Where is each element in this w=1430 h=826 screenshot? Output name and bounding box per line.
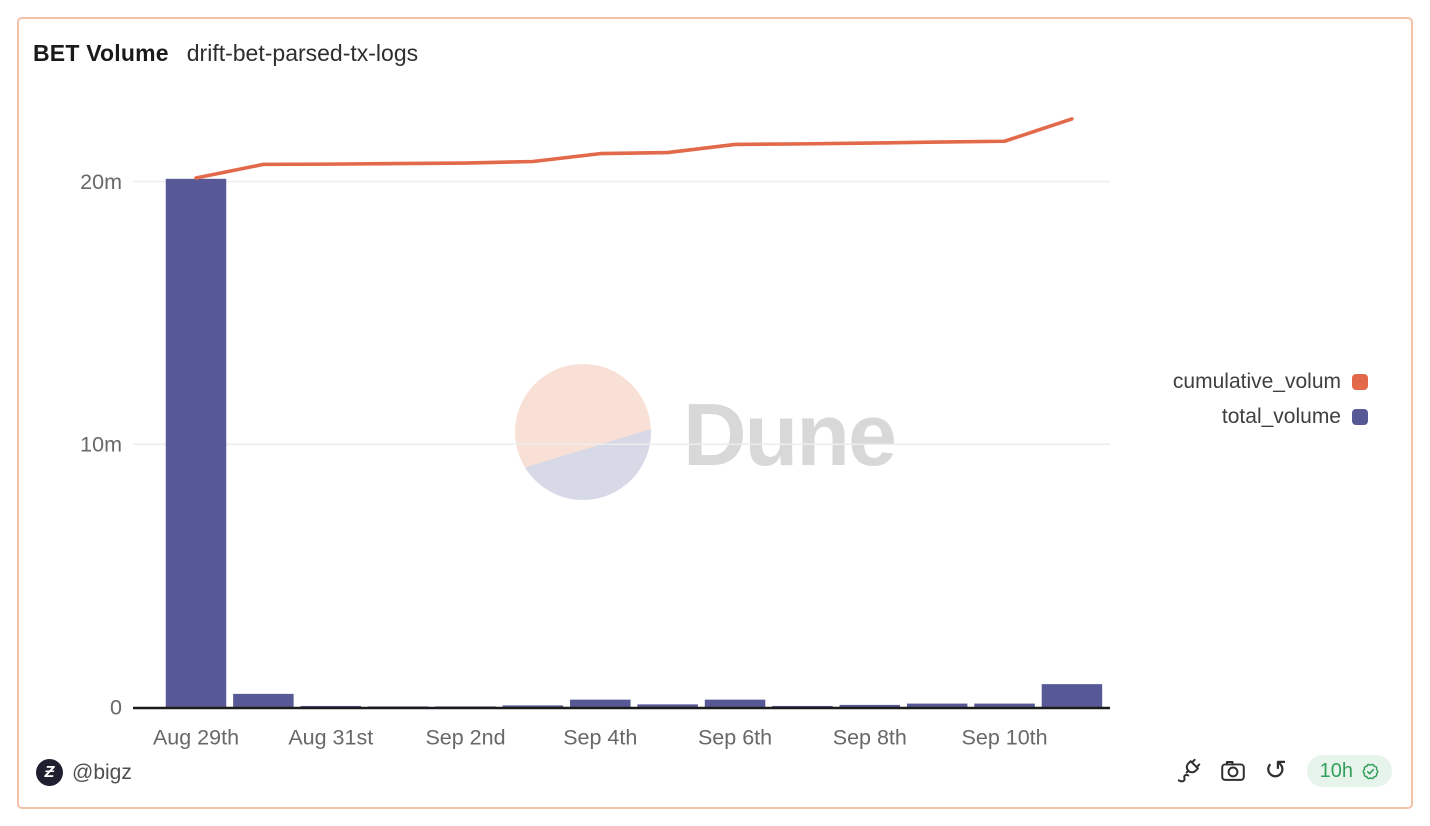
x-axis-label-sep-6th: Sep 6th xyxy=(698,726,772,750)
bar-total_volume-sep-6th[interactable] xyxy=(704,699,766,707)
bar-total_volume-aug-31st[interactable] xyxy=(300,705,362,707)
x-axis-label-sep-8th: Sep 8th xyxy=(833,726,907,750)
verified-seal-icon xyxy=(1362,763,1379,779)
legend-label-total-volume: total_volume xyxy=(1221,405,1341,428)
embed-toolbar: ↺ 10h xyxy=(1175,755,1392,787)
legend-item-total-volume[interactable]: total_volume xyxy=(1222,405,1368,429)
x-axis-label-sep-4th: Sep 4th xyxy=(563,726,637,750)
bar-total_volume-sep-5th[interactable] xyxy=(637,704,698,707)
y-axis-label-20m: 20m xyxy=(80,170,122,194)
x-axis-label-aug-31st: Aug 31st xyxy=(288,726,373,750)
last-refresh-badge[interactable]: 10h xyxy=(1306,755,1392,787)
y-axis-label-0: 0 xyxy=(110,696,122,720)
bar-total_volume-sep-9th[interactable] xyxy=(906,703,968,707)
author-area: Ƶ @bigz xyxy=(36,759,132,786)
legend-label-cumulative-volume: cumulative_volum xyxy=(1172,370,1341,393)
chart-title: BET Volume xyxy=(33,40,169,66)
x-axis-label-aug-29th: Aug 29th xyxy=(153,726,239,750)
dune-watermark-text: Dune xyxy=(683,385,897,484)
chart-header: BET Volume drift-bet-parsed-tx-logs xyxy=(33,40,418,67)
x-axis-label-sep-2nd: Sep 2nd xyxy=(425,726,505,750)
author-avatar[interactable]: Ƶ xyxy=(36,759,63,786)
avatar-z-glyph: Ƶ xyxy=(44,763,55,781)
bar-total_volume-sep-11th[interactable] xyxy=(1041,684,1103,707)
chart-legend: cumulative_volum total_volume xyxy=(1173,370,1368,429)
camera-icon[interactable] xyxy=(1218,755,1248,787)
bar-total_volume-sep-3rd[interactable] xyxy=(502,705,564,707)
y-axis-label-10m: 10m xyxy=(80,433,122,457)
bar-total_volume-sep-4th[interactable] xyxy=(570,699,631,707)
line-cumulative_volume[interactable] xyxy=(194,117,1074,180)
refresh-age-label: 10h xyxy=(1319,759,1353,782)
dune-embed-card: BET Volume drift-bet-parsed-tx-logs Dune… xyxy=(17,17,1413,809)
rotate-ccw-icon[interactable]: ↺ xyxy=(1261,755,1291,787)
x-axis-label-sep-10th: Sep 10th xyxy=(962,726,1048,750)
bar-total_volume-sep-7th[interactable] xyxy=(772,705,833,707)
legend-swatch-total-volume xyxy=(1352,409,1368,425)
query-name-link[interactable]: drift-bet-parsed-tx-logs xyxy=(186,40,419,66)
chart-canvas: 0 10m 20m Aug 29th Aug 31st Sep 2nd Sep 4th Sep… xyxy=(80,117,1110,750)
plug-icon[interactable] xyxy=(1175,755,1205,787)
author-handle[interactable]: @bigz xyxy=(72,760,132,784)
dune-logo-circle xyxy=(515,364,651,500)
bar-total_volume-sep-10th[interactable] xyxy=(974,703,1035,707)
bar-total_volume-sep-8th[interactable] xyxy=(839,704,901,707)
bar-total_volume-aug-30th[interactable] xyxy=(233,693,294,707)
legend-item-cumulative-volume[interactable]: cumulative_volum xyxy=(1173,370,1368,394)
bar-total_volume-aug-29th[interactable] xyxy=(165,178,227,707)
legend-swatch-cumulative-volume xyxy=(1352,374,1368,390)
